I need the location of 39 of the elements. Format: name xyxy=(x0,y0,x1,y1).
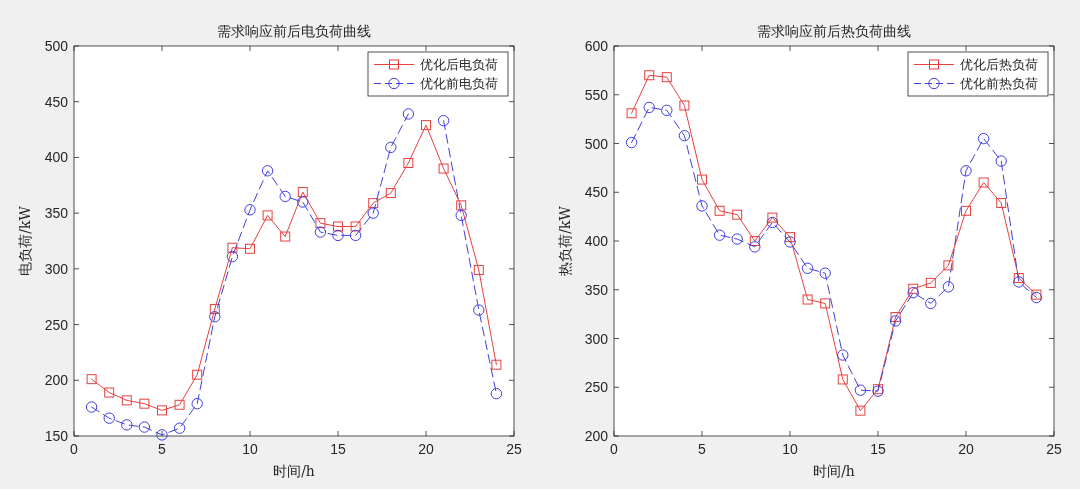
y-tick-label: 550 xyxy=(584,86,608,103)
y-tick-label: 350 xyxy=(44,205,68,222)
legend-label: 优化后电负荷 xyxy=(420,57,498,72)
x-tick-label: 10 xyxy=(782,441,798,457)
y-tick-label: 150 xyxy=(44,428,68,444)
legend-label: 优化前热负荷 xyxy=(960,76,1038,91)
y-tick-label: 200 xyxy=(44,372,68,389)
y-tick-label: 600 xyxy=(584,38,608,54)
ylabel: 电负荷/kW xyxy=(17,206,33,276)
x-tick-label: 20 xyxy=(958,441,974,457)
y-tick-label: 250 xyxy=(584,379,608,396)
y-tick-label: 300 xyxy=(44,260,68,277)
title: 需求响应前后热负荷曲线 xyxy=(757,23,911,39)
y-tick-label: 400 xyxy=(44,149,68,166)
y-tick-label: 400 xyxy=(584,233,608,249)
xlabel: 时间/h xyxy=(273,463,315,479)
x-tick-label: 25 xyxy=(506,441,522,457)
x-tick-label: 5 xyxy=(698,441,706,457)
x-tick-label: 20 xyxy=(418,441,434,457)
x-tick-label: 5 xyxy=(158,441,166,457)
title: 需求响应前后电负荷曲线 xyxy=(217,23,371,39)
legend-label: 优化后热负荷 xyxy=(960,57,1038,72)
x-tick-label: 15 xyxy=(870,441,886,457)
x-tick-label: 25 xyxy=(1046,441,1062,457)
y-tick-label: 350 xyxy=(584,281,608,298)
x-tick-label: 0 xyxy=(70,441,78,457)
x-tick-label: 15 xyxy=(330,441,346,457)
y-tick-label: 300 xyxy=(584,330,608,347)
y-tick-label: 450 xyxy=(44,93,68,110)
y-tick-label: 500 xyxy=(584,135,608,152)
x-tick-label: 0 xyxy=(610,441,618,457)
xlabel: 时间/h xyxy=(813,463,855,479)
ylabel: 热负荷/kW xyxy=(557,206,573,276)
x-tick-label: 10 xyxy=(242,441,258,457)
legend-label: 优化前电负荷 xyxy=(420,76,498,91)
y-tick-label: 250 xyxy=(44,316,68,333)
y-tick-label: 500 xyxy=(44,38,68,54)
y-tick-label: 200 xyxy=(584,428,608,444)
y-tick-label: 450 xyxy=(584,184,608,201)
